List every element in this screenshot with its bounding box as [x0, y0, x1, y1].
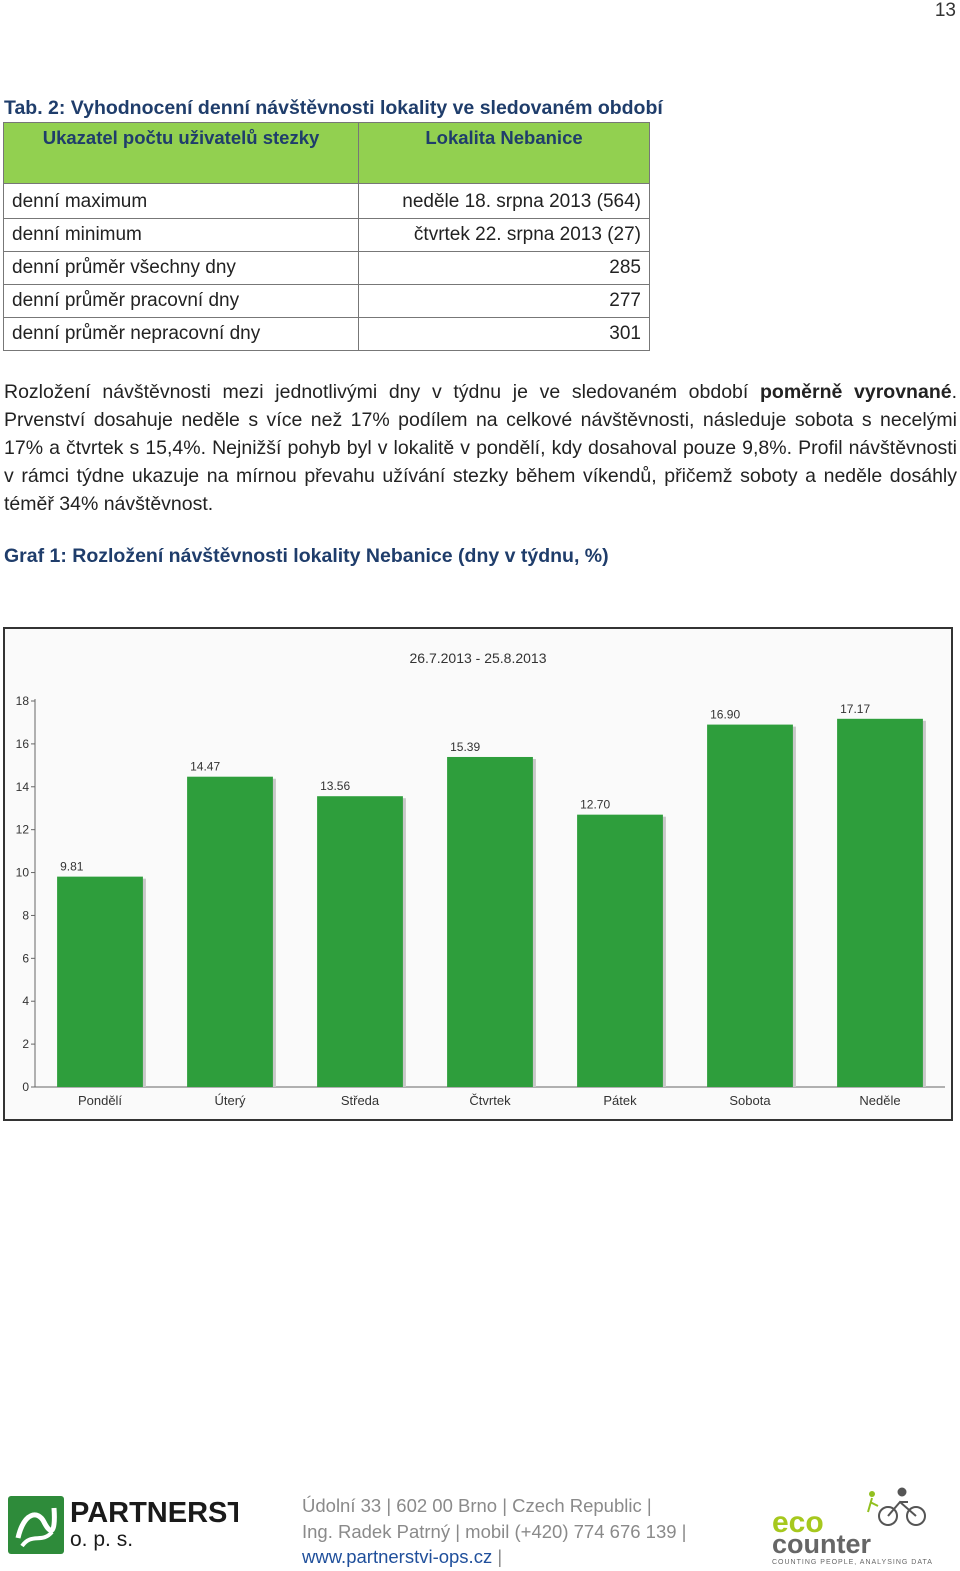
y-tick-label: 14 [16, 780, 30, 794]
table-header-locality: Lokalita Nebanice [358, 122, 650, 184]
website-link[interactable]: www.partnerstvi-ops.cz [302, 1546, 493, 1567]
bar [447, 756, 533, 1087]
partnerstvi-logo: PARTNERSTVÍ o. p. s. [8, 1492, 273, 1562]
y-tick-label: 2 [22, 1037, 29, 1051]
table-caption: Tab. 2: Vyhodnocení denní návštěvnosti l… [4, 97, 663, 119]
chart-title: 26.7.2013 - 25.8.2013 [409, 650, 546, 666]
y-tick-label: 18 [16, 694, 30, 708]
table-row: denní minimum čtvrtek 22. srpna 2013 (27… [3, 218, 650, 252]
x-tick-label: Pátek [603, 1093, 637, 1108]
logo-sub: o. p. s. [70, 1528, 133, 1551]
url-separator: | [492, 1546, 503, 1567]
paragraph-text-2: . Prvenství dosahuje neděle s více než 1… [4, 381, 957, 515]
x-tick-label: Čtvrtek [469, 1093, 511, 1108]
table-header-indicator: Ukazatel počtu uživatelů stezky [3, 122, 359, 184]
chart-marks: 0 2 4 6 8 10 12 14 16 18 9.81 Pondělí 14.47 Úterý 13.5… [16, 694, 926, 1108]
table-row: denní průměr nepracovní dny 301 [3, 317, 650, 351]
bar-value-label: 13.56 [320, 779, 350, 793]
table-row: denní průměr všechny dny 285 [3, 251, 650, 285]
bar [707, 724, 793, 1087]
row-label: denní průměr nepracovní dny [3, 317, 359, 351]
y-tick-label: 0 [22, 1080, 29, 1094]
row-value: 301 [358, 317, 650, 351]
row-label: denní průměr všechny dny [3, 251, 359, 285]
row-value: čtvrtek 22. srpna 2013 (27) [358, 218, 650, 252]
y-tick-label: 16 [16, 737, 30, 751]
paragraph-bold: poměrně vyrovnané [760, 381, 952, 403]
y-tick-label: 4 [22, 994, 29, 1008]
bar [837, 718, 923, 1087]
page-number: 13 [934, 0, 956, 21]
bar [57, 876, 143, 1087]
row-label: denní minimum [3, 218, 359, 252]
logo-name: PARTNERSTVÍ [70, 1495, 238, 1529]
bar-value-label: 17.17 [840, 702, 870, 716]
row-label: denní průměr pracovní dny [3, 284, 359, 318]
bar-value-label: 14.47 [190, 760, 220, 774]
stats-table: Ukazatel počtu uživatelů stezky Lokalita… [3, 122, 650, 351]
eco-tagline: COUNTING PEOPLE, ANALYSING DATA [772, 1559, 933, 1566]
x-tick-label: Sobota [729, 1093, 771, 1108]
y-tick-label: 8 [22, 908, 29, 922]
x-tick-label: Středa [341, 1093, 380, 1108]
row-label: denní maximum [3, 183, 359, 219]
paragraph-text-1: Rozložení návštěvnosti mezi jednotlivými… [4, 381, 760, 403]
graph-caption: Graf 1: Rozložení návštěvnosti lokality … [4, 545, 609, 567]
bar [317, 796, 403, 1087]
y-tick-label: 6 [22, 951, 29, 965]
bar [577, 814, 663, 1087]
eco-counter-logo: eco counter COUNTING PEOPLE, ANALYSING D… [770, 1486, 955, 1566]
table-header-row: Ukazatel počtu uživatelů stezky Lokalita… [3, 122, 650, 184]
bar-value-label: 9.81 [60, 860, 84, 874]
bar-chart: 26.7.2013 - 25.8.2013 0 2 4 6 8 10 12 14 16 18 9.8… [3, 627, 953, 1121]
bar-value-label: 16.90 [710, 708, 740, 722]
row-value: 277 [358, 284, 650, 318]
counter-word: counter [772, 1529, 872, 1559]
eco-word: eco [772, 1506, 824, 1539]
chart-svg: 26.7.2013 - 25.8.2013 0 2 4 6 8 10 12 14 16 18 9.8… [16, 650, 945, 1108]
table-row: denní maximum neděle 18. srpna 2013 (564… [3, 183, 650, 219]
body-paragraph: Rozložení návštěvnosti mezi jednotlivými… [4, 378, 957, 518]
y-tick-label: 12 [16, 823, 30, 837]
y-tick-label: 10 [16, 866, 30, 880]
address-line-1: Údolní 33 | 602 00 Brno | Czech Republic… [302, 1495, 652, 1516]
cyclist-icon [867, 1487, 926, 1526]
x-tick-label: Úterý [214, 1093, 246, 1108]
table-row: denní průměr pracovní dny 277 [3, 284, 650, 318]
x-tick-label: Neděle [859, 1093, 900, 1108]
row-value: 285 [358, 251, 650, 285]
footer-address: Údolní 33 | 602 00 Brno | Czech Republic… [302, 1493, 686, 1570]
row-value: neděle 18. srpna 2013 (564) [358, 183, 650, 219]
bar-value-label: 15.39 [450, 740, 480, 754]
bar [187, 776, 273, 1087]
address-line-2: Ing. Radek Patrný | mobil (+420) 774 676… [302, 1520, 687, 1542]
bar-value-label: 12.70 [580, 798, 610, 812]
logo-emblem-icon [8, 1496, 64, 1554]
x-tick-label: Pondělí [78, 1093, 122, 1108]
